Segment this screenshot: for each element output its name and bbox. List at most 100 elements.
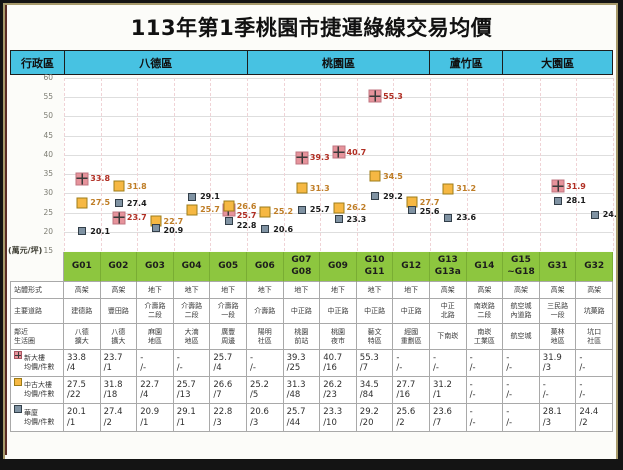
table-cell: 22.7 /4: [137, 377, 174, 404]
district-header-label: 行政區: [11, 51, 65, 75]
marker-gray-square: [590, 210, 599, 219]
table-cell: 中正路: [393, 299, 430, 324]
value-label: 20.9: [163, 226, 184, 236]
value-label: 23.3: [346, 214, 367, 224]
table-cell: - /-: [539, 377, 577, 404]
table-cell: 20.1 /1: [64, 404, 101, 432]
v-gridline: [613, 78, 614, 251]
value-label: 31.3: [309, 183, 330, 193]
v-gridline: [137, 78, 139, 251]
marker-orange-square: [296, 182, 308, 194]
station-header-cell: G12: [393, 252, 430, 282]
y-tick: 60: [43, 73, 53, 82]
table-cell: 高架: [576, 282, 613, 299]
table-cell: - /-: [466, 377, 504, 404]
v-gridline: [393, 78, 395, 251]
v-gridline: [576, 78, 578, 251]
v-gridline: [320, 78, 322, 251]
table-cell: - /-: [137, 350, 174, 377]
district-cell: 蘆竹區: [430, 51, 504, 75]
marker-orange-square: [259, 206, 271, 218]
value-label: 26.6: [236, 201, 257, 211]
y-tick: 55: [43, 92, 53, 102]
table-cell: 經國 重劃區: [393, 324, 430, 350]
table-cell: - /-: [393, 350, 430, 377]
table-cell: 33.8 /4: [64, 350, 101, 377]
table-cell: 航空城 內道路: [503, 299, 540, 324]
table-cell: 26.6 /7: [210, 377, 247, 404]
value-label: 27.7: [419, 197, 440, 207]
marker-pink-cross-square: [112, 211, 126, 225]
table-row-label: 新大樓 均價/件數: [10, 350, 64, 377]
value-label: 31.9: [566, 181, 586, 191]
table-cell: 23.7 /1: [100, 350, 138, 377]
marker-pink-cross-square: [551, 179, 565, 193]
value-label: 26.2: [346, 203, 367, 213]
table-cell: 25.7 /44: [283, 404, 321, 432]
marker-orange-square: [76, 197, 88, 209]
marker-orange-square: [186, 204, 198, 216]
y-tick: 35: [43, 169, 53, 179]
value-label: 23.6: [456, 213, 477, 223]
table-cell: - /-: [503, 377, 540, 404]
table-cell: 地下: [356, 282, 394, 299]
table-cell: 廣豐 周邊: [210, 324, 247, 350]
table-cell: 地下: [246, 282, 284, 299]
station-header-cell: G10 G11: [356, 252, 394, 282]
h-gridline: [64, 231, 613, 233]
table-cell: 桃園 前站: [283, 324, 321, 350]
table-cell: - /-: [576, 350, 613, 377]
v-gridline: [503, 78, 505, 251]
v-gridline: [64, 78, 65, 251]
table-cell: - /-: [466, 404, 504, 432]
table-cell: 八德 擴大: [100, 324, 138, 350]
h-gridline: [64, 116, 613, 118]
table-cell: 陽明 社區: [246, 324, 284, 350]
h-gridline: [64, 135, 613, 137]
value-label: 27.5: [90, 198, 111, 208]
value-label: 27.4: [126, 198, 147, 208]
table-cell: 建德路: [64, 299, 101, 324]
v-gridline: [356, 78, 358, 251]
value-label: 25.7: [236, 211, 257, 221]
value-label: 31.8: [126, 181, 147, 191]
table-cell: 29.1 /1: [173, 404, 211, 432]
station-header-cell: G32: [576, 252, 613, 282]
row-label-text: 中古大樓 均價/件數: [24, 381, 55, 398]
marker-gray-square: [114, 199, 123, 208]
table-cell: 24.4 /2: [576, 404, 613, 432]
h-gridline: [64, 193, 613, 195]
table-cell: 25.7 /4: [210, 350, 247, 377]
value-label: 25.7: [200, 205, 220, 215]
table-cell: - /-: [173, 350, 211, 377]
table-cell: 31.9 /3: [539, 350, 577, 377]
value-label: 28.1: [566, 196, 586, 206]
h-gridline: [64, 97, 613, 99]
marker-gray-square: [407, 206, 416, 215]
table-cell: 23.3 /10: [320, 404, 357, 432]
table-cell: 27.4 /2: [100, 404, 138, 432]
table-row-label: 鄰近 生活圈: [10, 324, 64, 350]
h-gridline: [64, 174, 613, 176]
table-cell: 藝文 特區: [356, 324, 394, 350]
table-cell: 下南崁: [429, 324, 467, 350]
marker-gray-square: [261, 225, 270, 234]
y-tick: 25: [43, 207, 53, 217]
table-cell: 地下: [137, 282, 174, 299]
v-gridline: [430, 78, 431, 251]
table-cell: 中正路: [320, 299, 357, 324]
table-cell: 地下: [210, 282, 247, 299]
station-header-cell: G05: [210, 252, 247, 282]
table-corner-cell: [10, 252, 64, 282]
marker-gray-square: [371, 192, 380, 201]
station-header-cell: G02: [100, 252, 138, 282]
table-cell: 地下: [173, 282, 211, 299]
table-cell: 25.7 /13: [173, 377, 211, 404]
value-label: 22.8: [236, 220, 257, 230]
station-header-cell: G01: [64, 252, 101, 282]
table-cell: 八德 擴大: [64, 324, 101, 350]
table-cell: - /-: [503, 350, 540, 377]
district-cell: 八德區: [64, 51, 248, 75]
frame-left-accent: [5, 5, 7, 455]
